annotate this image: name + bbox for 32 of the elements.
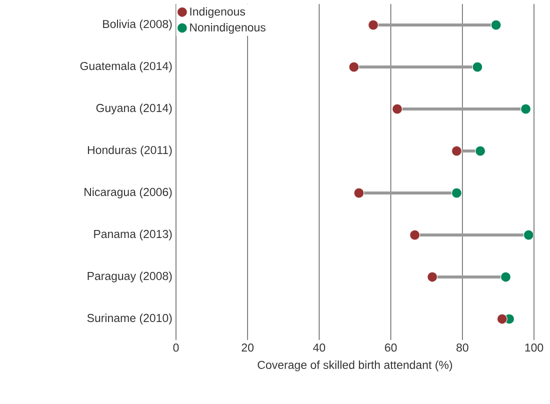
point	[472, 62, 483, 72]
y-tick-label: Suriname (2010)	[87, 314, 172, 324]
y-tick-label: Honduras (2011)	[88, 146, 172, 156]
y-tick-label: Panama (2013)	[94, 230, 172, 240]
point	[496, 314, 508, 324]
point	[368, 20, 379, 30]
y-tick-label: Guatemala (2014)	[80, 62, 172, 72]
y-tick-label: Nicaragua (2006)	[84, 188, 172, 198]
x-tick-label: 80	[456, 344, 468, 352]
point	[474, 146, 486, 156]
point	[523, 230, 534, 240]
point	[348, 62, 360, 72]
x-tick-label: 40	[313, 344, 326, 352]
point	[520, 104, 532, 114]
y-tick-label: Guyana (2014)	[96, 104, 172, 114]
point	[427, 272, 438, 282]
x-tick-label: 20	[242, 344, 254, 352]
point	[392, 104, 403, 114]
point	[490, 20, 502, 30]
legend-label: Indigenous	[190, 7, 246, 18]
x-axis-title: Coverage of skilled birth attendant (%)	[258, 360, 452, 372]
point	[354, 188, 364, 198]
x-tick-label: 100	[525, 344, 544, 352]
point	[451, 188, 462, 198]
y-tick-label: Bolivia (2008)	[103, 20, 172, 30]
point	[409, 230, 420, 240]
point	[451, 146, 462, 156]
point	[500, 272, 512, 282]
x-tick-label: 0	[173, 344, 179, 352]
legend-label: Nonindigenous	[190, 23, 266, 34]
y-tick-label: Paraguay (2008)	[88, 272, 172, 282]
x-tick-label: 60	[384, 344, 397, 352]
